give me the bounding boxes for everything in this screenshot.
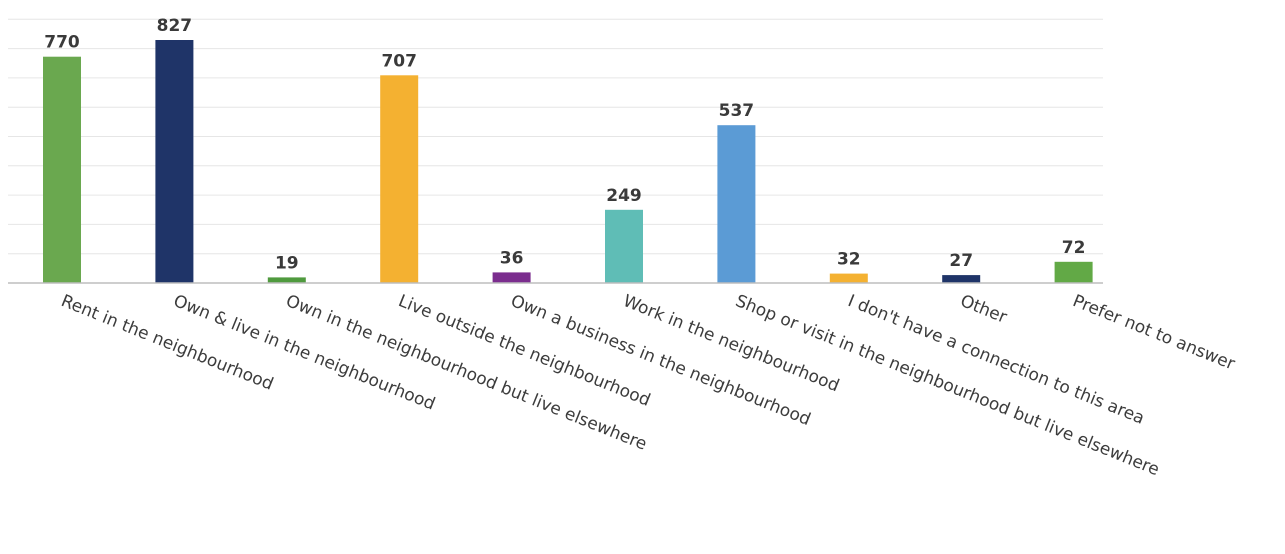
bars [43, 40, 1093, 284]
category-label: Prefer not to answer [1070, 291, 1238, 374]
bar [717, 125, 756, 283]
data-label: 36 [500, 248, 524, 268]
bar [942, 275, 981, 283]
data-label: 249 [606, 186, 642, 206]
bar [492, 272, 531, 283]
data-label: 827 [157, 16, 193, 36]
data-label: 707 [381, 51, 417, 71]
bar [267, 277, 306, 283]
data-label: 537 [719, 101, 755, 121]
data-label: 770 [44, 33, 80, 53]
category-label: Rent in the neighbourhood [58, 291, 276, 395]
bar [43, 56, 81, 284]
value-labels: 770 827 19 707 36 249 537 32 27 72 [44, 16, 1085, 273]
bar [1054, 261, 1093, 283]
bar [605, 209, 643, 283]
data-label: 32 [837, 250, 861, 270]
bar [155, 40, 194, 283]
data-label: 27 [949, 251, 973, 271]
category-label: Other [957, 291, 1009, 328]
data-label: 72 [1062, 238, 1086, 258]
bar [829, 273, 868, 283]
bar [380, 75, 419, 283]
data-label: 19 [275, 253, 299, 273]
